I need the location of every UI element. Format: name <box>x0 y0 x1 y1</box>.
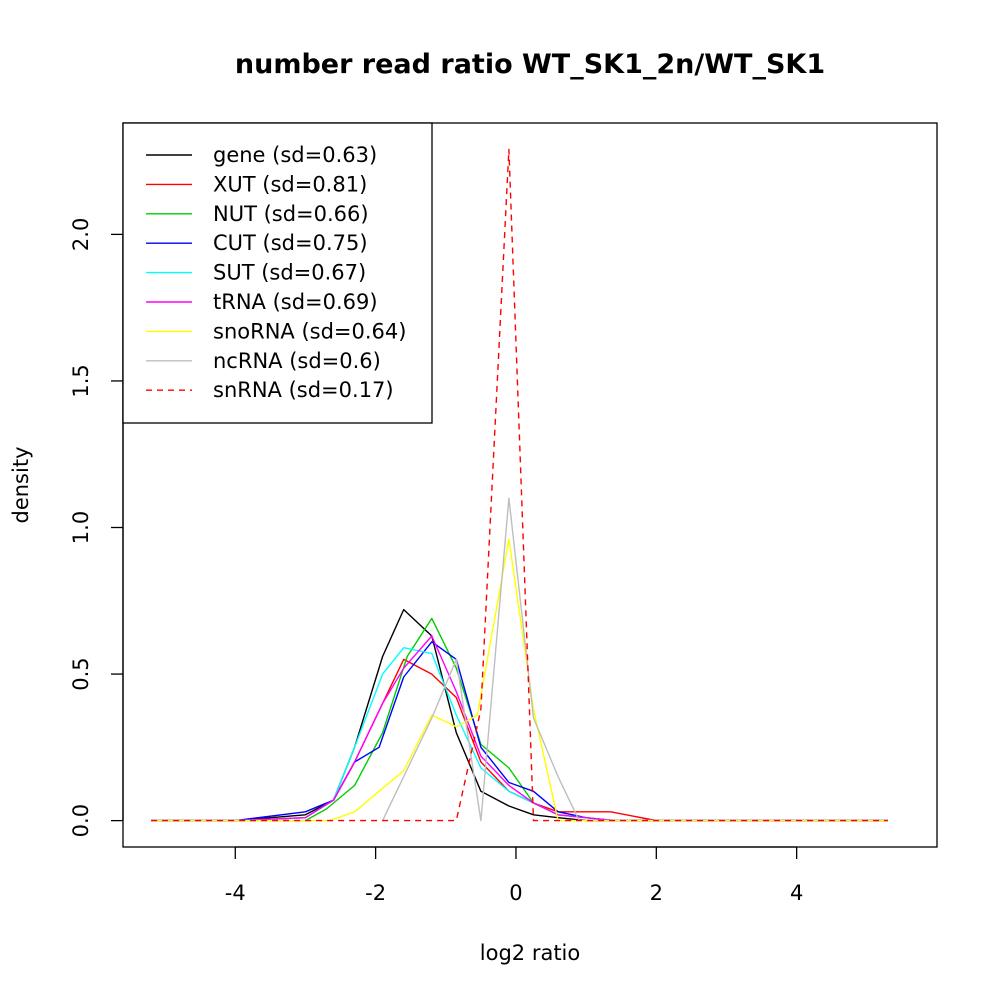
x-axis: -4 -2 0 2 4 <box>225 846 803 905</box>
series-line-7 <box>381 497 580 822</box>
x-axis-label: log2 ratio <box>480 941 580 965</box>
y-tick-label: 0.0 <box>69 804 93 837</box>
legend-label-1: XUT (sd=0.81) <box>213 172 367 196</box>
x-tick-label: -2 <box>365 881 386 905</box>
series-line-5 <box>151 635 888 822</box>
legend: gene (sd=0.63) XUT (sd=0.81) NUT (sd=0.66)… <box>122 122 433 424</box>
y-axis: 0.0 0.5 1.0 1.5 2.0 <box>69 218 124 837</box>
legend-label-8: snRNA (sd=0.17) <box>213 378 394 402</box>
x-tick-label: 0 <box>509 881 522 905</box>
y-axis-label: density <box>9 447 33 524</box>
chart-title: number read ratio WT_SK1_2n/WT_SK1 <box>235 49 825 80</box>
x-tick-label: 2 <box>650 881 663 905</box>
legend-label-2: NUT (sd=0.66) <box>213 202 369 226</box>
y-tick-label: 1.0 <box>69 511 93 544</box>
y-tick-label: 2.0 <box>69 218 93 251</box>
legend-label-4: SUT (sd=0.67) <box>213 261 366 285</box>
legend-label-3: CUT (sd=0.75) <box>213 231 368 255</box>
x-tick-label: 4 <box>790 881 803 905</box>
series-line-8 <box>151 148 888 822</box>
series-layer <box>151 148 888 822</box>
legend-items: gene (sd=0.63) XUT (sd=0.81) NUT (sd=0.66)… <box>146 143 406 402</box>
legend-label-6: snoRNA (sd=0.64) <box>213 319 406 343</box>
legend-label-0: gene (sd=0.63) <box>213 143 377 167</box>
y-tick-label: 0.5 <box>69 657 93 690</box>
legend-label-7: ncRNA (sd=0.6) <box>213 349 381 373</box>
legend-label-5: tRNA (sd=0.69) <box>213 290 378 314</box>
y-tick-label: 1.5 <box>69 364 93 397</box>
x-tick-label: -4 <box>225 881 246 905</box>
